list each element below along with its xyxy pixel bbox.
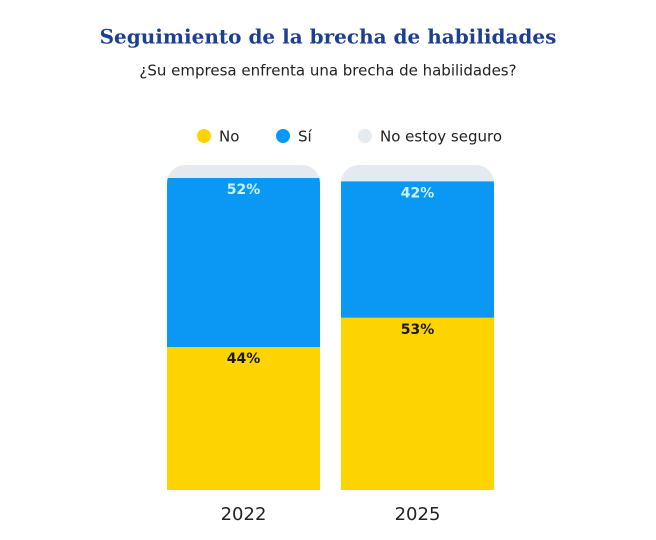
- value-label: 44%: [227, 351, 261, 367]
- bar-segment: [341, 181, 494, 318]
- x-tick-label: 2022: [221, 504, 267, 525]
- legend-label: No: [219, 128, 239, 146]
- legend-label: Sí: [298, 128, 313, 146]
- bar-segment: [167, 347, 320, 490]
- x-tick-label: 2025: [395, 504, 441, 525]
- bar-segment: [341, 317, 494, 490]
- value-label: 52%: [227, 182, 261, 198]
- legend-label: No estoy seguro: [380, 128, 502, 146]
- legend-swatch: [197, 129, 211, 143]
- bar-segment: [341, 165, 494, 182]
- chart-title: Seguimiento de la brecha de habilidades: [100, 25, 557, 49]
- value-label: 42%: [401, 185, 435, 201]
- bar-segment: [167, 178, 320, 347]
- bar-group: [341, 165, 494, 490]
- chart-subtitle: ¿Su empresa enfrenta una brecha de habil…: [139, 62, 516, 80]
- value-label: 53%: [401, 322, 435, 338]
- legend-swatch: [276, 129, 290, 143]
- bar-group: [167, 165, 320, 490]
- legend-swatch: [358, 129, 372, 143]
- bar-segment: [167, 165, 320, 178]
